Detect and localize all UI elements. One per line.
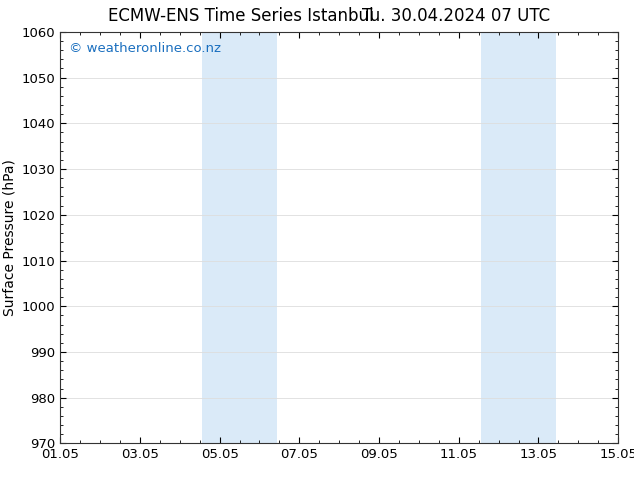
Y-axis label: Surface Pressure (hPa): Surface Pressure (hPa) — [2, 159, 16, 316]
Text: ECMW-ENS Time Series Istanbul: ECMW-ENS Time Series Istanbul — [108, 7, 373, 25]
Bar — [481, 32, 555, 443]
Text: © weatheronline.co.nz: © weatheronline.co.nz — [68, 42, 221, 55]
Text: Tu. 30.04.2024 07 UTC: Tu. 30.04.2024 07 UTC — [363, 7, 550, 25]
Bar — [202, 32, 276, 443]
